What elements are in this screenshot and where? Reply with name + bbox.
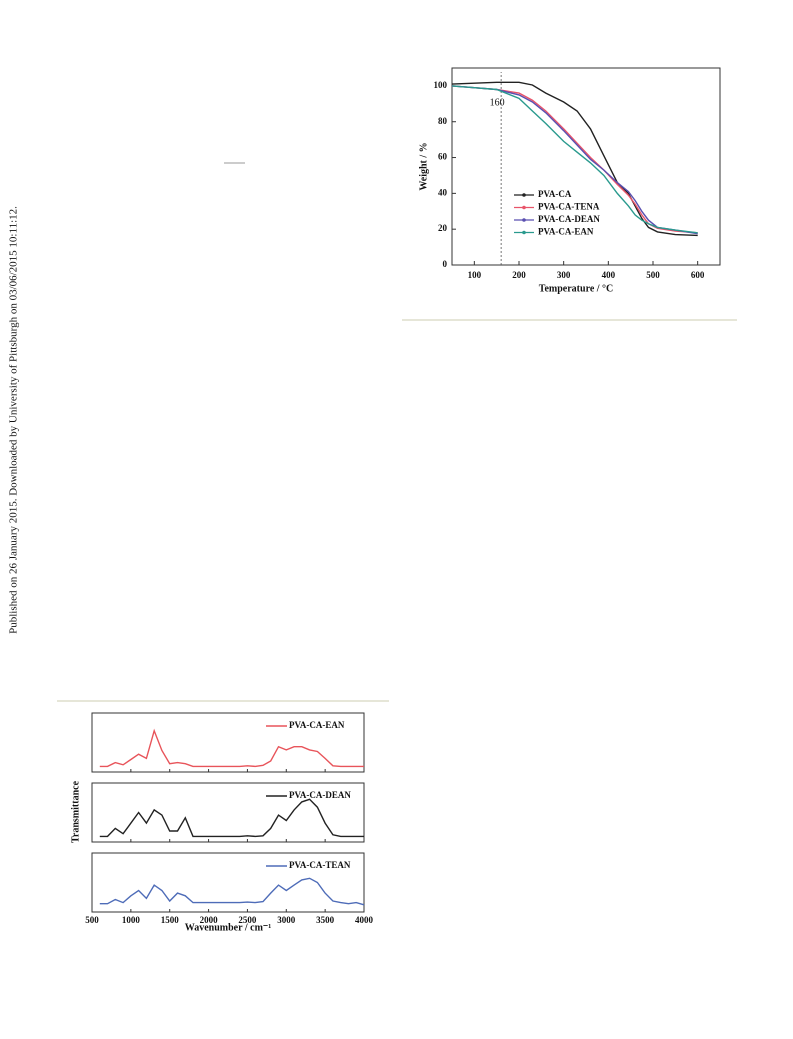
y-tick-label: 40: [438, 187, 448, 197]
y-tick-label: 0: [443, 259, 448, 269]
legend-marker: [522, 205, 526, 210]
plot-frame: [451, 67, 721, 266]
data-line: [99, 728, 364, 768]
x-tick-label: 500: [646, 270, 660, 280]
x-tick-label: 300: [557, 270, 571, 280]
x-tick-label: 4000: [355, 915, 374, 925]
data-line: [451, 85, 698, 235]
data-line: [451, 81, 698, 237]
x-tick-label: 3000: [277, 915, 296, 925]
legend-marker: [522, 193, 526, 197]
x-tick-label: 600: [691, 270, 705, 280]
x-axis-label: Temperature / °C: [539, 283, 614, 294]
legend-label: PVA-CA-DEAN: [538, 214, 600, 224]
x-axis-label: Wavenumber / cm⁻¹: [185, 922, 271, 933]
y-tick-label: 100: [434, 80, 448, 90]
x-tick-label: 400: [602, 270, 616, 280]
data-line: [99, 877, 365, 906]
legend-marker: [522, 230, 526, 235]
x-tick-label: 100: [468, 270, 482, 280]
x-tick-label: 500: [85, 915, 99, 925]
x-tick-label: 1500: [161, 915, 180, 925]
data-line: [99, 798, 364, 838]
legend-label: PVA-CA-EAN: [538, 227, 594, 237]
annotation: 160: [490, 97, 505, 108]
panel-frame: [91, 712, 365, 773]
x-tick-label: 2500: [238, 915, 257, 925]
legend-marker: [522, 218, 526, 222]
panel-frame: [91, 782, 365, 843]
panel-frame: [91, 852, 365, 913]
legend-label: PVA-CA-DEAN: [289, 790, 351, 800]
data-line: [451, 85, 698, 234]
y-tick-label: 80: [438, 116, 448, 126]
legend-label: PVA-CA-TENA: [538, 202, 600, 212]
x-tick-label: 200: [512, 270, 526, 280]
legend-label: PVA-CA-TEAN: [289, 860, 351, 870]
x-tick-label: 3500: [316, 915, 335, 925]
sidebar: Published on 26 January 2015. Downloaded…: [8, 206, 20, 634]
y-tick-label: 20: [438, 223, 448, 233]
x-tick-label: 1000: [122, 915, 141, 925]
legend-label: PVA-CA-EAN: [289, 720, 345, 730]
y-tick-label: 60: [438, 152, 448, 162]
y-axis-label: Transmittance: [70, 780, 81, 843]
x-tick-label: 2000: [200, 915, 219, 925]
legend-label: PVA-CA: [538, 189, 572, 199]
y-axis-label: Weight / %: [418, 142, 429, 190]
